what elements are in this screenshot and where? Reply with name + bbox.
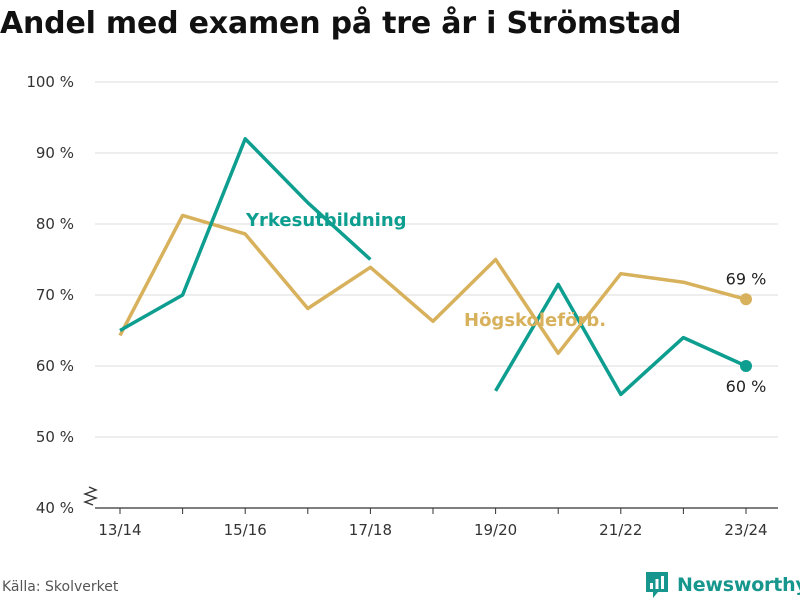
series-label-yrkesutbildning: Yrkesutbildning [245,210,407,231]
series-endpoint-yrkesutbildning [740,360,752,372]
x-tick-label: 23/24 [724,521,767,539]
y-tick-label: 40 % [36,499,74,517]
chart-labels: Yrkesutbildning Högskoleförb. 69 % 60 % [245,210,766,396]
newsworthy-logo-icon [646,572,668,598]
x-tick-label: 15/16 [224,521,267,539]
brand-logo[interactable]: Newsworthy [644,570,800,600]
y-axis-ticks: 40 % 50 % 60 % 70 % 80 % 90 % 100 % [26,73,74,517]
series-line-yrkesutbildning [494,282,747,397]
y-tick-label: 90 % [36,144,74,162]
x-tick-label: 19/20 [474,521,517,539]
series-layer [118,137,752,397]
series-line-hogskoleforb [118,213,747,355]
x-tick-label: 13/14 [98,521,141,539]
source-note: Källa: Skolverket [2,579,119,595]
y-tick-label: 50 % [36,428,74,446]
x-tick-label: 17/18 [349,521,392,539]
y-tick-label: 70 % [36,286,74,304]
y-tick-label: 60 % [36,357,74,375]
end-label-yrkesutbildning: 60 % [726,377,767,396]
x-axis: 13/14 15/16 17/18 19/20 21/22 23/24 [82,486,778,539]
end-label-hogskoleforb: 69 % [726,269,767,288]
brand-name: Newsworthy [677,574,800,596]
series-label-hogskoleforb: Högskoleförb. [464,310,606,331]
series-endpoint-hogskoleforb [740,293,752,306]
y-tick-label: 80 % [36,215,74,233]
x-tick-label: 21/22 [599,521,642,539]
axis-break-icon [82,486,99,506]
series-line-yrkesutbildning [119,137,372,333]
y-tick-label: 100 % [26,73,74,91]
chart-title: Andel med examen på tre år i Strömstad [0,6,682,41]
